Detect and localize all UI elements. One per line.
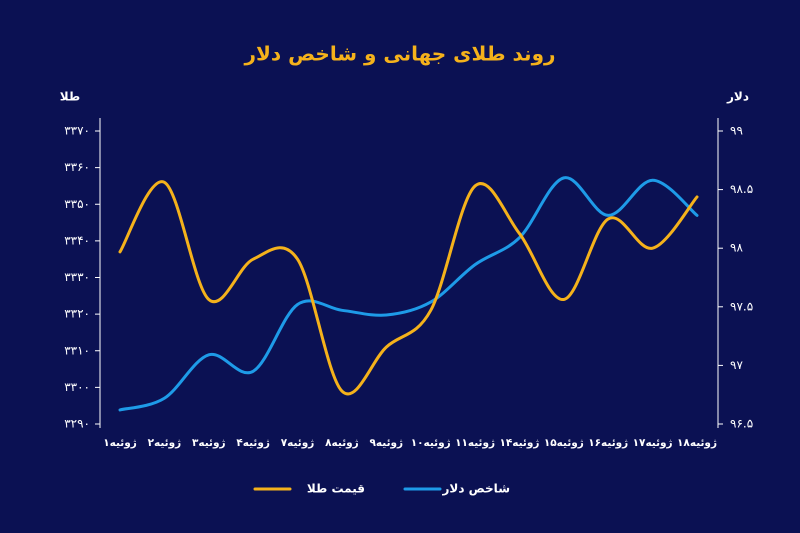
legend-label: شاخص دلار: [441, 482, 510, 496]
y-tick-label: ۳۳۴۰: [64, 233, 90, 247]
y-tick-label: ۳۳۰۰: [64, 380, 90, 394]
y2-axis-label: دلار: [726, 90, 749, 104]
y2-tick-label: ۹۶.۵: [730, 417, 753, 431]
y-tick-label: ۳۳۷۰: [64, 124, 90, 138]
y-tick-label: ۳۳۲۰: [64, 307, 90, 321]
line-series: [118, 180, 699, 396]
x-tick-label: ۴ژوئیه: [236, 437, 270, 449]
x-tick-label: ۱۵ژوئیه: [544, 437, 584, 449]
chart-title: روند طلای جهانی و شاخص دلار: [243, 42, 555, 66]
x-tick-label: ۱ژوئیه: [103, 437, 137, 449]
y2-tick-label: ۹۸.۵: [730, 182, 753, 196]
x-tick-label: ۱۸ژوئیه: [677, 437, 717, 449]
x-tick-label: ۹ژوئیه: [370, 437, 404, 449]
y2-tick-label: ۹۸: [730, 241, 743, 255]
y-tick-label: ۳۳۶۰: [64, 160, 90, 174]
x-tick-label: ۱۱ژوئیه: [455, 437, 495, 449]
x-tick-label: ۱۴ژوئیه: [499, 437, 539, 449]
x-tick-label: ۱۶ژوئیه: [588, 437, 628, 449]
x-tick-label: ۲ژوئیه: [148, 437, 182, 449]
y2-tick-label: ۹۷: [730, 358, 743, 372]
y2-tick-label: ۹۹: [730, 124, 743, 138]
x-tick-label: ۱۰ژوئیه: [411, 437, 451, 449]
y-tick-label: ۳۳۳۰: [64, 270, 90, 284]
x-tick-label: ۱۷ژوئیه: [633, 437, 673, 449]
y-tick-label: ۳۳۱۰: [64, 343, 90, 357]
legend-label: قیمت طلا: [307, 482, 365, 496]
x-tick-label: ۳ژوئیه: [192, 437, 226, 449]
line-series: [118, 176, 699, 412]
y-axis-label: طلا: [60, 90, 80, 104]
y-tick-label: ۳۲۹۰: [64, 417, 90, 431]
y-tick-label: ۳۳۵۰: [64, 197, 90, 211]
x-tick-label: ۷ژوئیه: [281, 437, 315, 449]
y2-tick-label: ۹۷.۵: [730, 299, 753, 313]
x-tick-label: ۸ژوئیه: [325, 437, 359, 449]
